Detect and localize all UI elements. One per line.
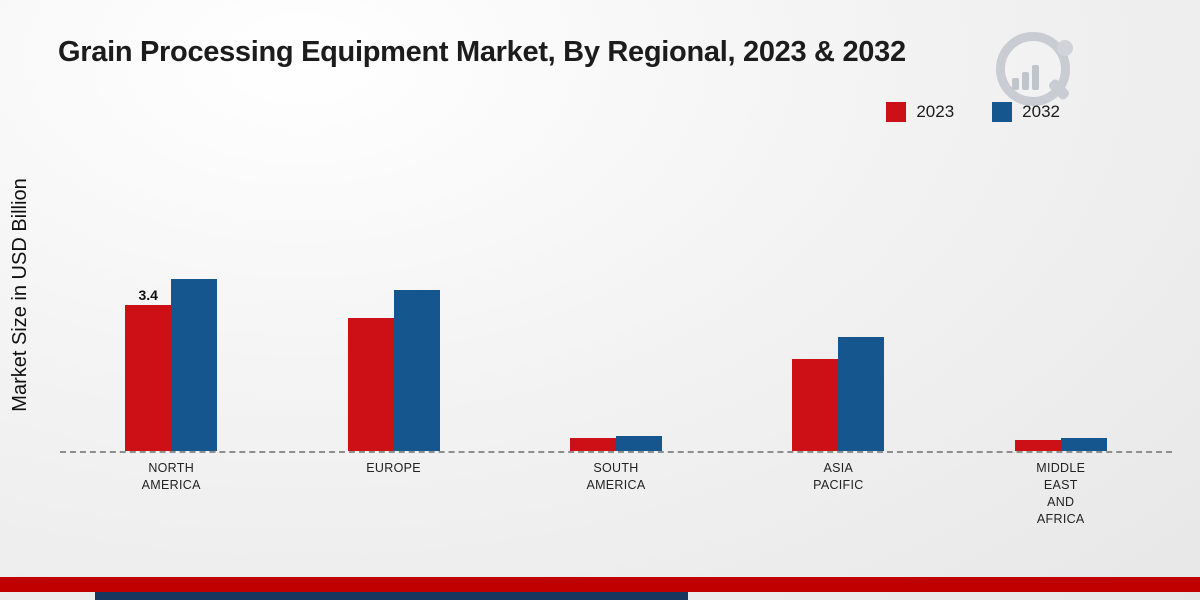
category-label-europe: EUROPE: [366, 461, 421, 475]
bar-2023-south-america: [569, 438, 616, 451]
bar-group-south-america: SOUTH AMERICA: [531, 263, 701, 494]
logo-bar-icon: [1012, 78, 1019, 90]
logo-bar-icon: [1032, 65, 1039, 90]
legend-label-2032: 2032: [1022, 102, 1060, 121]
legend-item-2032: 2032: [992, 102, 1060, 122]
category-label-north-america: NORTH AMERICA: [141, 461, 201, 492]
logo-watermark: [990, 30, 1075, 110]
category-label-asia-pacific: ASIA PACIFIC: [813, 461, 864, 492]
bar-group-north-america: 3.4 NORTH AMERICA: [86, 263, 256, 494]
y-axis-label: Market Size in USD Billion: [9, 178, 31, 412]
bars-europe: [347, 263, 440, 451]
bar-wrap: [615, 436, 662, 451]
bar-wrap: [347, 318, 394, 451]
footer-red-band: [0, 577, 1200, 592]
bar-2032-asia-pacific: [838, 337, 885, 451]
footer-navy-band: [95, 592, 688, 600]
chart-title: Grain Processing Equipment Market, By Re…: [58, 36, 906, 68]
x-axis-baseline: [60, 451, 1172, 453]
bar-wrap: [171, 279, 218, 451]
plot-area: 3.4 NORTH AMERICA EUROPE SOUTH AMERICA ASIA PAC…: [60, 263, 1172, 528]
bars-middle-east-and-africa: [1014, 263, 1107, 451]
legend-swatch-2023: [886, 102, 907, 122]
bar-wrap: [838, 337, 885, 451]
bar-2023-middle-east-and-africa: [1014, 440, 1061, 451]
bars-asia-pacific: [792, 263, 885, 451]
bar-wrap: [792, 359, 839, 451]
data-label-2023-north-america: 3.4: [138, 287, 158, 303]
bar-2023-north-america: [125, 305, 172, 451]
bar-wrap: [1014, 440, 1061, 451]
bars-north-america: 3.4: [125, 263, 218, 451]
bar-wrap: 3.4: [125, 287, 172, 451]
bar-2023-asia-pacific: [792, 359, 839, 451]
bar-2032-south-america: [615, 436, 662, 451]
bar-2023-europe: [347, 318, 394, 451]
logo-dot-icon: [1057, 40, 1073, 56]
legend: 2023 2032: [886, 102, 1060, 122]
bar-2032-north-america: [171, 279, 218, 451]
bar-wrap: [1060, 438, 1107, 451]
bars-south-america: [569, 263, 662, 451]
logo-bar-icon: [1022, 72, 1029, 90]
bar-group-asia-pacific: ASIA PACIFIC: [753, 263, 923, 494]
category-label-south-america: SOUTH AMERICA: [586, 461, 646, 492]
bar-2032-europe: [393, 290, 440, 451]
bar-wrap: [569, 438, 616, 451]
legend-label-2023: 2023: [916, 102, 955, 121]
category-label-middle-east-and-africa: MIDDLE EAST AND AFRICA: [1036, 461, 1086, 526]
bar-group-europe: EUROPE: [309, 263, 479, 477]
legend-swatch-2032: [992, 102, 1013, 122]
bar-group-middle-east-and-africa: MIDDLE EAST AND AFRICA: [976, 263, 1146, 528]
legend-item-2023: 2023: [886, 102, 954, 122]
bar-2032-middle-east-and-africa: [1060, 438, 1107, 451]
bar-wrap: [393, 290, 440, 451]
